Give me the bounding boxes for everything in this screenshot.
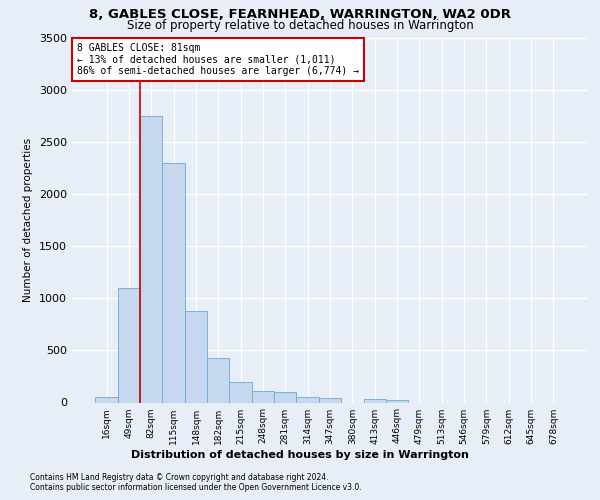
Text: Size of property relative to detached houses in Warrington: Size of property relative to detached ho…: [127, 18, 473, 32]
Bar: [296, 397, 319, 402]
Bar: [386, 400, 408, 402]
Bar: [252, 391, 274, 402]
Bar: [140, 116, 163, 403]
Text: 8 GABLES CLOSE: 81sqm
← 13% of detached houses are smaller (1,011)
86% of semi-d: 8 GABLES CLOSE: 81sqm ← 13% of detached …: [77, 43, 359, 76]
Bar: [185, 310, 207, 402]
Bar: [229, 382, 252, 402]
Bar: [118, 288, 140, 403]
Text: Contains public sector information licensed under the Open Government Licence v3: Contains public sector information licen…: [30, 482, 362, 492]
Bar: [319, 398, 341, 402]
Text: Contains HM Land Registry data © Crown copyright and database right 2024.: Contains HM Land Registry data © Crown c…: [30, 472, 329, 482]
Bar: [95, 398, 118, 402]
Bar: [274, 392, 296, 402]
Bar: [163, 162, 185, 402]
Text: Distribution of detached houses by size in Warrington: Distribution of detached houses by size …: [131, 450, 469, 460]
Bar: [207, 358, 229, 403]
Y-axis label: Number of detached properties: Number of detached properties: [23, 138, 34, 302]
Text: 8, GABLES CLOSE, FEARNHEAD, WARRINGTON, WA2 0DR: 8, GABLES CLOSE, FEARNHEAD, WARRINGTON, …: [89, 8, 511, 20]
Bar: [364, 400, 386, 402]
